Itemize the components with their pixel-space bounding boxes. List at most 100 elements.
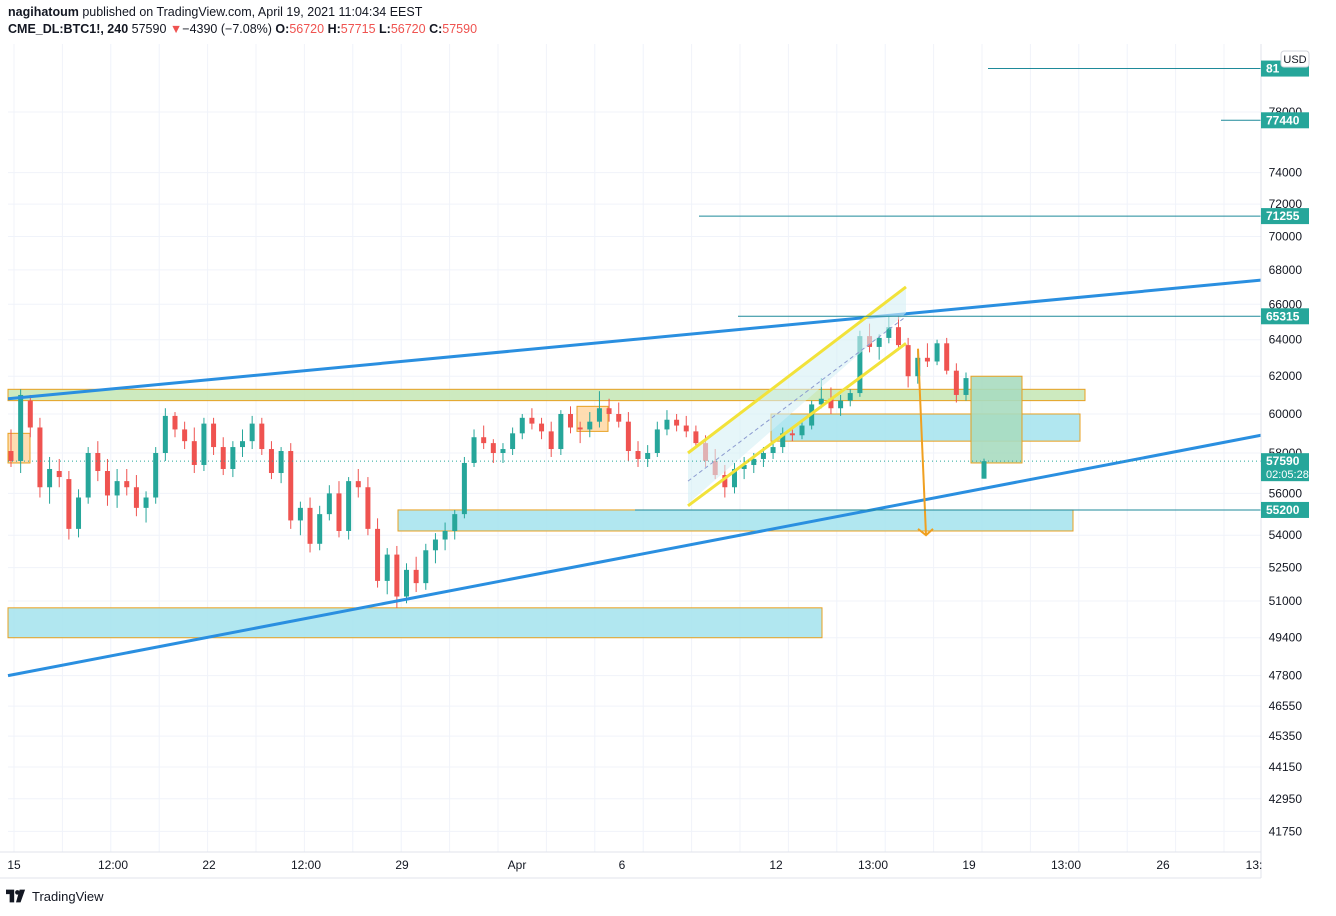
candle-body <box>539 423 545 432</box>
channel-midline <box>687 316 907 482</box>
candle-body <box>500 449 506 453</box>
time-tick-label: 19 <box>962 858 976 872</box>
candle-body <box>625 421 631 452</box>
time-axis: 15 12:00 22 12:00 29 Apr 6 12 13:00 19 13:00 26 13: <box>0 851 1263 879</box>
candle-body <box>558 413 564 450</box>
price-tick-label: 68000 <box>1269 263 1303 277</box>
candle-body <box>317 514 323 544</box>
low-value: 56720 <box>390 22 426 36</box>
price-tick-label: 42950 <box>1269 792 1303 806</box>
candle-body <box>780 433 786 448</box>
candle-body <box>326 493 332 515</box>
candle-body <box>133 487 139 508</box>
candle-body <box>201 423 207 465</box>
price-tick-label: 41750 <box>1269 824 1303 838</box>
candle-body <box>336 493 342 531</box>
candle-body <box>847 393 853 401</box>
price-tag-label: 71255 <box>1266 209 1300 223</box>
price-tick-label: 51000 <box>1269 594 1303 608</box>
tradingview-logo-icon[interactable] <box>6 888 26 904</box>
candle-body <box>905 345 911 377</box>
candle-body <box>423 550 429 584</box>
footer: TradingView <box>6 888 104 904</box>
price-tick-label: 72000 <box>1269 197 1303 211</box>
candle-body <box>394 554 400 597</box>
candle-body <box>413 569 419 584</box>
currency-label: USD <box>1283 54 1306 66</box>
published-text: published on TradingView.com, April 19, … <box>82 5 423 19</box>
price-tick-label: 54000 <box>1269 528 1303 542</box>
annotation-drawings <box>7 68 1262 678</box>
candle-body <box>828 398 834 409</box>
open-value: 56720 <box>289 22 325 36</box>
demand-zone <box>397 509 1074 532</box>
currency-button[interactable] <box>1280 50 1310 68</box>
candle-body <box>8 451 14 461</box>
author-name[interactable]: nagihatoum <box>8 5 79 19</box>
candle-body <box>770 447 776 453</box>
candle-body <box>249 423 255 442</box>
price-tick-label: 49400 <box>1269 631 1303 645</box>
candle-body <box>182 429 188 442</box>
candle-body <box>230 447 236 469</box>
symbol-name[interactable]: CME_DL:BTC1!, 240 <box>8 22 129 36</box>
candle-body <box>818 398 824 405</box>
channel-upper-line <box>687 285 907 455</box>
candle-body <box>37 427 43 488</box>
candle-body <box>85 453 91 498</box>
candle-body <box>375 528 381 581</box>
chart-header: nagihatoum published on TradingView.com,… <box>8 4 477 38</box>
channel-fill <box>688 286 906 504</box>
candle-body <box>278 451 284 474</box>
price-tick-label: 74000 <box>1269 166 1303 180</box>
time-tick-label: 13:00 <box>858 858 888 872</box>
candle-body <box>915 357 921 377</box>
candle-body <box>635 451 641 459</box>
candle-body <box>654 429 660 453</box>
channel-lower-line <box>687 342 907 507</box>
brand-name[interactable]: TradingView <box>32 888 104 904</box>
candle-body <box>490 443 496 453</box>
price-axis: 41750 42950 44150 45350 46550 47800 49400 51000… <box>1260 44 1303 878</box>
price-tick-label: 56000 <box>1269 486 1303 500</box>
candle-body <box>567 413 573 428</box>
time-tick-label: 15 <box>7 858 21 872</box>
lower-trend-line <box>7 433 1262 678</box>
candle-body <box>760 453 766 459</box>
candle-body <box>95 453 101 472</box>
price-change: −4390 (−7.08%) <box>182 22 272 36</box>
candle-body <box>693 431 699 444</box>
price-tag-label: 65315 <box>1266 309 1300 323</box>
price-tag-label: 77440 <box>1266 113 1300 127</box>
candle-body <box>751 458 757 465</box>
candle-body <box>404 569 410 597</box>
candle-body <box>944 343 950 371</box>
candle-body <box>953 370 959 395</box>
price-tick-label: 45350 <box>1269 729 1303 743</box>
arrow-head-icon <box>917 528 934 537</box>
candle-body <box>153 453 159 498</box>
price-tick-label: 52500 <box>1269 561 1303 575</box>
time-tick-label: 22 <box>202 858 216 872</box>
time-tick-label: 12 <box>769 858 783 872</box>
candle-body <box>857 336 863 394</box>
candle-body <box>143 497 149 508</box>
candle-body <box>172 415 178 430</box>
candle-body <box>461 462 467 515</box>
supply-zone <box>770 413 1081 442</box>
upper-trend-line <box>7 278 1262 401</box>
candle-body <box>934 343 940 362</box>
time-tick-label: 13: <box>1246 858 1263 872</box>
candle-body <box>365 487 371 529</box>
candle-body <box>548 431 554 450</box>
candle-body <box>18 394 24 461</box>
projection-arrow <box>917 348 927 536</box>
target-box <box>970 375 1023 464</box>
price-tag <box>1261 112 1309 129</box>
candle-body <box>442 530 448 540</box>
candle-body <box>924 357 930 362</box>
candle-body <box>297 507 303 521</box>
candle-body <box>66 479 72 529</box>
candle-body <box>895 327 901 346</box>
